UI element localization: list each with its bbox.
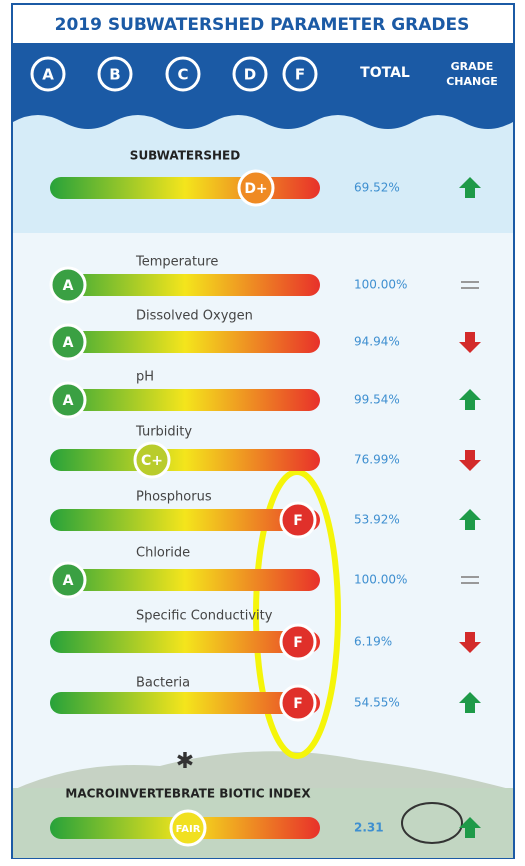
page: 2019 SUBWATERSHED PARAMETER GRADES ✱ A B C… xyxy=(0,0,525,862)
grade-badge-text: A xyxy=(63,393,74,409)
equal-sign xyxy=(461,576,479,578)
grade-badge-text: A xyxy=(63,335,74,351)
total-value: 2.31 xyxy=(354,821,384,835)
total-header: TOTAL xyxy=(360,65,410,81)
total-value: 99.54% xyxy=(354,393,400,407)
grade-badge-text: D+ xyxy=(244,181,267,197)
grade-letter: C xyxy=(177,66,188,84)
grade-bar xyxy=(50,177,320,199)
section-label: MACROINVERTEBRATE BIOTIC INDEX xyxy=(65,787,311,801)
equal-sign xyxy=(461,287,479,289)
grade-badge-text: A xyxy=(63,573,74,589)
grade-bar xyxy=(50,449,320,471)
parameter-name: Specific Conductivity xyxy=(136,609,273,624)
grade-letter: D xyxy=(244,66,256,84)
grade-letter: B xyxy=(109,66,120,84)
parameter-name: Bacteria xyxy=(136,676,190,691)
title: 2019 SUBWATERSHED PARAMETER GRADES xyxy=(55,15,470,35)
equal-sign xyxy=(461,582,479,584)
total-value: 100.00% xyxy=(354,573,407,587)
total-value: 6.19% xyxy=(354,635,392,649)
total-value: 100.00% xyxy=(354,278,407,292)
bug-icon: ✱ xyxy=(176,749,194,774)
parameter-name: Dissolved Oxygen xyxy=(136,309,253,324)
grade-bar xyxy=(50,274,320,296)
grade-letter: A xyxy=(42,66,54,84)
grade-badge-text: C+ xyxy=(141,453,163,469)
grade-badge-text: A xyxy=(63,278,74,294)
grade-letter: F xyxy=(295,66,305,84)
grade-bar xyxy=(50,389,320,411)
grade-badge-text: F xyxy=(293,696,303,712)
total-value: 53.92% xyxy=(354,513,400,527)
grade-bar xyxy=(50,569,320,591)
total-value: 54.55% xyxy=(354,696,400,710)
parameter-name: Turbidity xyxy=(135,425,192,440)
total-value: 94.94% xyxy=(354,335,400,349)
parameter-name: Phosphorus xyxy=(136,490,212,505)
infographic: 2019 SUBWATERSHED PARAMETER GRADES ✱ A B C… xyxy=(0,0,525,862)
grade-badge-text: FAIR xyxy=(176,824,201,835)
grade-badge-text: F xyxy=(293,513,303,529)
parameter-name: Temperature xyxy=(135,255,218,270)
equal-sign xyxy=(461,281,479,283)
total-value: 76.99% xyxy=(354,453,400,467)
grade-change-header: CHANGE xyxy=(446,75,498,88)
grade-bar xyxy=(50,331,320,353)
grade-change-header: GRADE xyxy=(451,60,494,73)
section-label: SUBWATERSHED xyxy=(130,149,240,163)
grade-badge-text: F xyxy=(293,635,303,651)
parameter-name: pH xyxy=(136,370,154,385)
parameter-name: Chloride xyxy=(136,546,190,561)
total-value: 69.52% xyxy=(354,181,400,195)
